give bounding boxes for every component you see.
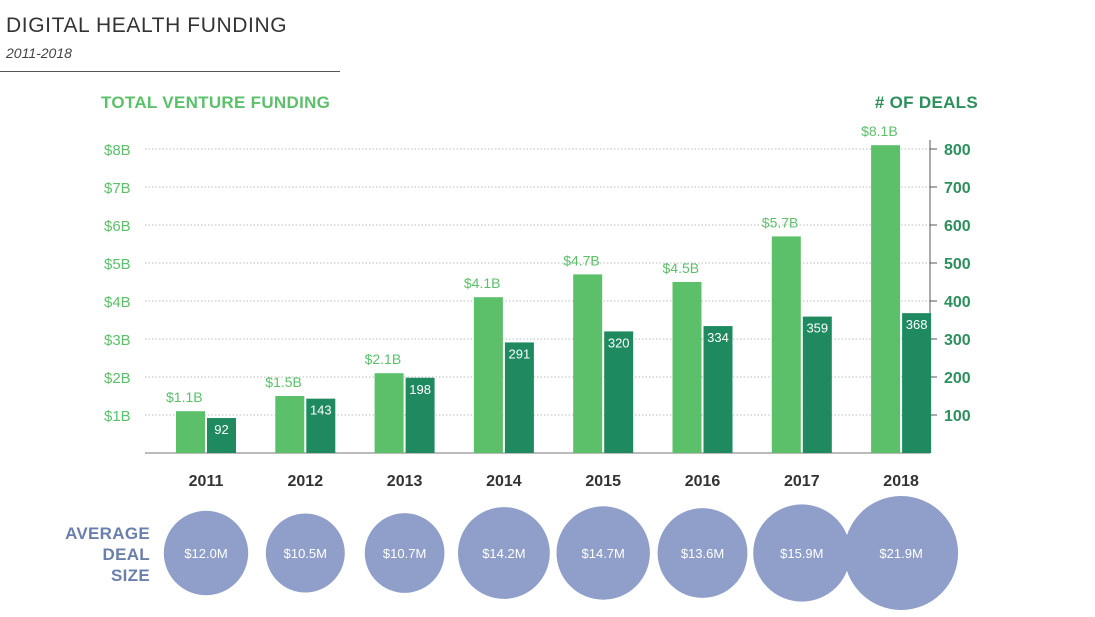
left-tick-label: $5B (104, 256, 131, 273)
deals-bar (703, 326, 733, 453)
deals-bar (306, 398, 336, 453)
funding-bar (573, 274, 603, 453)
deal-size-label: $14.2M (482, 546, 525, 561)
funding-bar (871, 145, 901, 453)
deal-size-bubble (458, 507, 550, 599)
right-tick-label: 600 (944, 218, 971, 235)
deals-value-label: 334 (707, 330, 729, 345)
funding-value-label: $4.5B (663, 260, 700, 276)
left-axis-title: TOTAL VENTURE FUNDING (101, 93, 331, 112)
average-deal-size-label-line: SIZE (111, 566, 150, 585)
year-tick-label: 2013 (387, 473, 423, 490)
left-tick-label: $6B (104, 218, 131, 235)
left-tick-label: $4B (104, 294, 131, 311)
funding-value-label: $4.7B (563, 252, 600, 268)
left-tick-label: $8B (104, 142, 131, 159)
deals-value-label: 92 (214, 422, 228, 437)
funding-bar (176, 411, 205, 453)
deals-bar (604, 331, 634, 453)
deal-size-bubble (364, 513, 445, 593)
deals-value-label: 320 (608, 335, 630, 350)
deal-size-label: $13.6M (681, 546, 724, 561)
funding-value-label: $1.1B (166, 389, 203, 405)
deals-bar (902, 313, 932, 453)
deals-value-label: 359 (806, 321, 828, 336)
deal-size-label: $15.9M (780, 546, 823, 561)
left-tick-label: $3B (104, 332, 131, 349)
deals-bar (207, 418, 236, 453)
deal-size-label: $10.7M (383, 546, 426, 561)
right-axis-title: # OF DEALS (874, 93, 978, 112)
year-tick-label: 2018 (883, 473, 919, 490)
deal-size-bubble (844, 496, 959, 610)
deals-bar (802, 316, 832, 453)
deals-value-label: 368 (906, 317, 928, 332)
deals-bar (504, 342, 534, 453)
deal-size-label: $12.0M (184, 546, 227, 561)
right-tick-label: 500 (944, 256, 971, 273)
average-deal-size-label-line: DEAL (102, 545, 150, 564)
deal-size-bubble (163, 510, 249, 596)
deal-size-bubble (753, 504, 851, 602)
funding-bar (771, 236, 801, 453)
year-tick-label: 2015 (585, 473, 621, 490)
funding-bar (672, 282, 702, 453)
chart-subtitle: 2011-2018 (6, 45, 72, 61)
right-tick-label: 400 (944, 294, 971, 311)
year-tick-label: 2014 (486, 473, 522, 490)
average-deal-size-label: AVERAGE DEAL SIZE (30, 523, 150, 586)
year-tick-label: 2016 (685, 473, 721, 490)
deal-size-bubble (265, 513, 345, 593)
deal-size-label: $21.9M (879, 546, 922, 561)
funding-value-label: $8.1B (861, 123, 898, 139)
deals-value-label: 198 (409, 382, 431, 397)
deal-size-bubble (556, 506, 650, 600)
year-tick-label: 2012 (288, 473, 324, 490)
deal-size-label: $10.5M (284, 546, 327, 561)
funding-bar (473, 297, 503, 453)
left-tick-label: $2B (104, 370, 131, 387)
year-tick-label: 2011 (189, 473, 224, 490)
deal-size-label: $14.7M (582, 546, 625, 561)
right-tick-label: 700 (944, 180, 971, 197)
year-tick-label: 2017 (784, 473, 820, 490)
funding-value-label: $1.5B (265, 374, 302, 390)
funding-value-label: $2.1B (365, 351, 402, 367)
deal-size-bubble (657, 508, 748, 598)
average-deal-size-label-line: AVERAGE (65, 524, 150, 543)
chart-title: DIGITAL HEALTH FUNDING (6, 14, 288, 37)
deals-value-label: 291 (509, 346, 531, 361)
funding-value-label: $4.1B (464, 275, 501, 291)
right-tick-label: 100 (944, 408, 971, 425)
funding-value-label: $5.7B (762, 214, 799, 230)
title-divider (0, 71, 340, 72)
deals-bar (405, 377, 435, 453)
left-tick-label: $7B (104, 180, 131, 197)
right-tick-label: 200 (944, 370, 971, 387)
right-tick-label: 300 (944, 332, 971, 349)
deals-value-label: 143 (310, 403, 332, 418)
funding-bar (275, 396, 305, 453)
right-tick-label: 800 (944, 142, 971, 159)
left-tick-label: $1B (104, 408, 131, 425)
funding-bar (374, 373, 404, 453)
